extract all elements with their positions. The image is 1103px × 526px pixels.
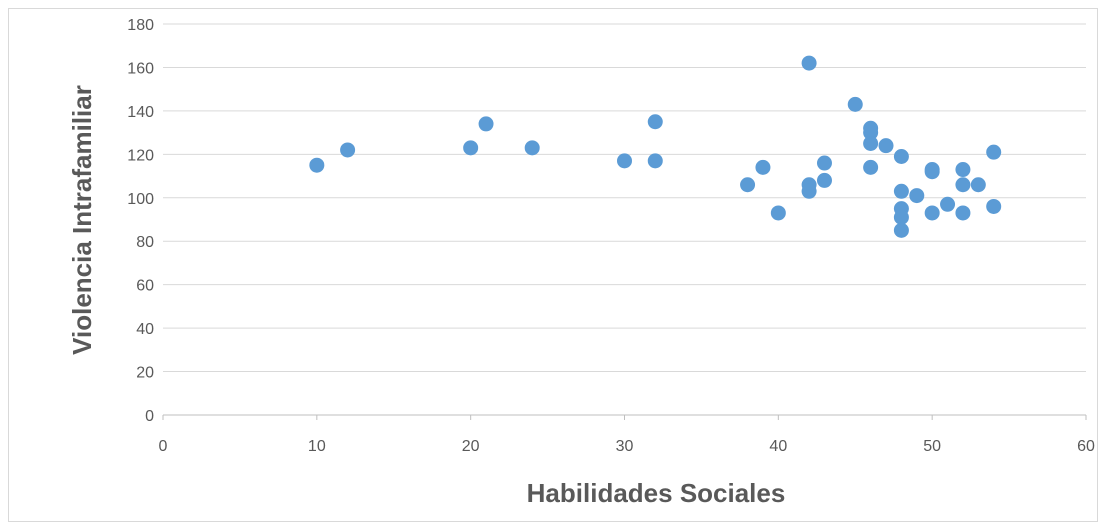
y-tick-label: 60 bbox=[136, 278, 154, 295]
chart-frame bbox=[8, 8, 1098, 522]
data-point bbox=[955, 177, 971, 193]
data-point bbox=[801, 183, 817, 199]
y-tick-label: 160 bbox=[127, 60, 154, 77]
x-tick-label: 50 bbox=[923, 438, 941, 455]
x-tick-label: 60 bbox=[1077, 438, 1095, 455]
x-tick-label: 20 bbox=[462, 438, 480, 455]
data-point bbox=[970, 177, 986, 193]
data-point bbox=[893, 209, 909, 225]
y-tick-label: 80 bbox=[136, 234, 154, 251]
data-point bbox=[863, 135, 879, 151]
y-tick-label: 180 bbox=[127, 17, 154, 34]
data-point bbox=[770, 205, 786, 221]
data-point bbox=[955, 162, 971, 178]
x-tick-label: 30 bbox=[616, 438, 634, 455]
y-tick-label: 120 bbox=[127, 147, 154, 164]
data-point bbox=[816, 155, 832, 171]
data-point bbox=[617, 153, 632, 169]
data-point bbox=[863, 125, 879, 141]
data-point bbox=[893, 149, 909, 165]
axes bbox=[162, 414, 1087, 420]
data-point bbox=[986, 198, 1002, 214]
data-point bbox=[755, 159, 771, 175]
data-point bbox=[924, 164, 940, 180]
data-point bbox=[847, 96, 863, 112]
data-point bbox=[893, 183, 909, 199]
data-point bbox=[801, 55, 817, 71]
data-point bbox=[924, 205, 940, 221]
x-axis-title: Habilidades Sociales bbox=[527, 478, 786, 508]
data-point bbox=[478, 116, 494, 132]
y-axis-title: Violencia Intrafamiliar bbox=[67, 85, 97, 355]
y-tick-label: 0 bbox=[145, 408, 154, 425]
data-point bbox=[463, 140, 479, 156]
x-tick-label: 10 bbox=[308, 438, 326, 455]
data-point bbox=[986, 144, 1002, 160]
data-point bbox=[909, 188, 925, 204]
y-tick-label: 20 bbox=[136, 365, 154, 382]
data-point bbox=[340, 142, 356, 158]
data-point bbox=[647, 114, 663, 130]
x-tick-label: 0 bbox=[159, 438, 168, 455]
data-point bbox=[740, 177, 756, 193]
y-tick-label: 100 bbox=[127, 191, 154, 208]
data-point bbox=[309, 157, 325, 173]
y-tick-labels: 0 20 40 60 80 100 120 140 160 180 bbox=[127, 17, 154, 425]
data-point bbox=[955, 205, 971, 221]
data-point bbox=[940, 196, 956, 212]
data-point bbox=[647, 153, 663, 169]
data-points bbox=[309, 55, 1002, 238]
y-tick-label: 140 bbox=[127, 104, 154, 121]
data-point bbox=[893, 222, 909, 238]
x-tick-label: 40 bbox=[769, 438, 787, 455]
y-tick-label: 40 bbox=[136, 321, 154, 338]
data-point bbox=[816, 172, 832, 188]
data-point bbox=[878, 138, 894, 154]
x-tick-labels: 0 10 20 30 40 50 60 bbox=[159, 438, 1095, 455]
data-point bbox=[524, 140, 540, 156]
data-point bbox=[863, 159, 879, 175]
